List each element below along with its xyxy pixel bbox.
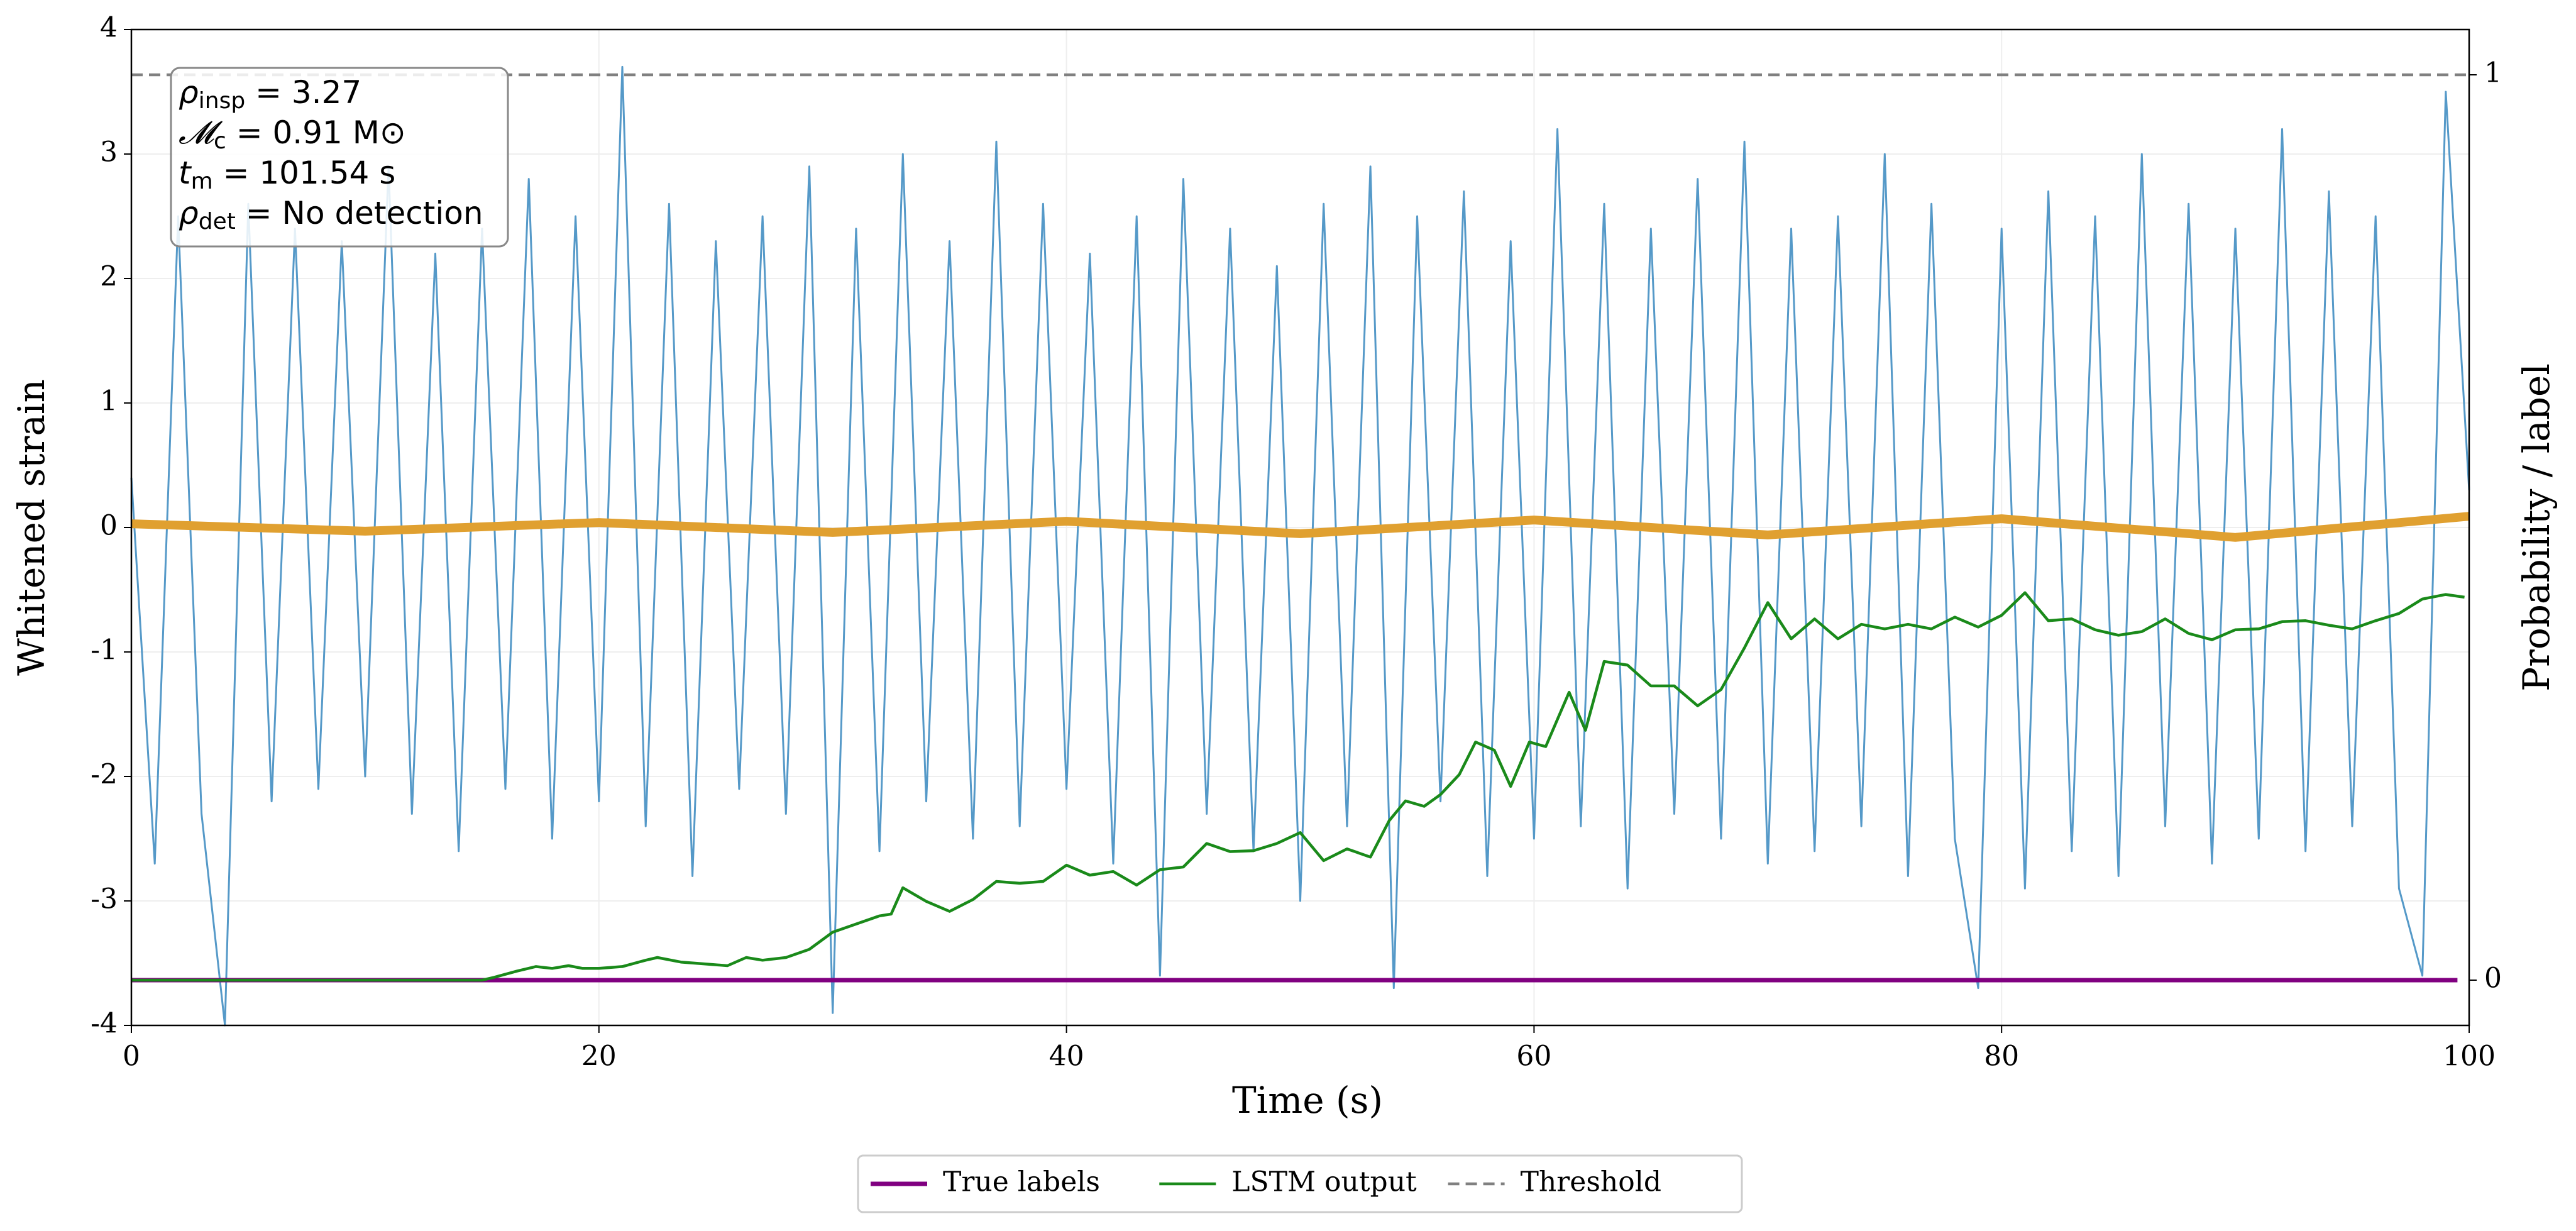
annotation-subscript: m: [191, 168, 213, 194]
annotation-subscript: c: [214, 128, 226, 154]
annotation-value: = 3.27: [245, 74, 361, 111]
y-tick-label: -1: [91, 634, 118, 666]
x-tick-label: 0: [123, 1041, 140, 1073]
x-axis-label: Time (s): [1232, 1079, 1383, 1122]
annotation-value: = No detection: [236, 195, 483, 231]
y-tick-label: 4: [100, 12, 118, 44]
y-tick-label: -2: [91, 759, 118, 791]
y-tick-label: 3: [100, 136, 118, 168]
annotation-value: = 101.54 s: [213, 155, 396, 191]
annotation-line: 𝓜c = 0.91 M⊙: [179, 114, 406, 155]
y-tick-label: -4: [91, 1008, 118, 1040]
x-tick-label: 60: [1516, 1041, 1551, 1073]
series-line: [131, 512, 2470, 542]
x-tick-label: 20: [581, 1041, 617, 1073]
y-axis-label: Whitened strain: [10, 379, 53, 676]
annotation-box: [170, 67, 509, 248]
legend-label: True labels: [943, 1166, 1100, 1198]
annotation-value: = 0.91 M⊙: [226, 114, 406, 151]
annotation-subscript: insp: [199, 88, 245, 114]
annotation-line: tm = 101.54 s: [179, 155, 395, 195]
legend-label: Threshold: [1521, 1166, 1661, 1198]
annotation-line: ρinsp = 3.27: [179, 74, 361, 114]
annotation-symbol: ρ: [179, 195, 199, 231]
y2-tick-label: 1: [2484, 57, 2502, 89]
legend-label: LSTM output: [1231, 1166, 1417, 1198]
y-tick-label: 2: [100, 261, 118, 293]
y2-axis-label: Probability / label: [2515, 363, 2558, 692]
annotation-subscript: det: [199, 209, 236, 235]
y2-tick-label: 0: [2484, 963, 2502, 995]
x-tick-label: 40: [1049, 1041, 1084, 1073]
annotation-symbol: t: [179, 155, 192, 191]
x-tick-label: 80: [1984, 1041, 2019, 1073]
annotation-line: ρdet = No detection: [179, 195, 483, 235]
plot-frame: [130, 28, 2470, 1027]
series-line: [130, 65, 2470, 1027]
y-tick-label: 0: [100, 510, 118, 542]
y-tick-label: 1: [100, 385, 118, 417]
annotation-symbol: ρ: [179, 74, 199, 111]
y-tick-label: -3: [91, 883, 118, 915]
x-tick-label: 100: [2443, 1041, 2496, 1073]
legend-box: [857, 1154, 1743, 1213]
series-line: [131, 591, 2465, 982]
